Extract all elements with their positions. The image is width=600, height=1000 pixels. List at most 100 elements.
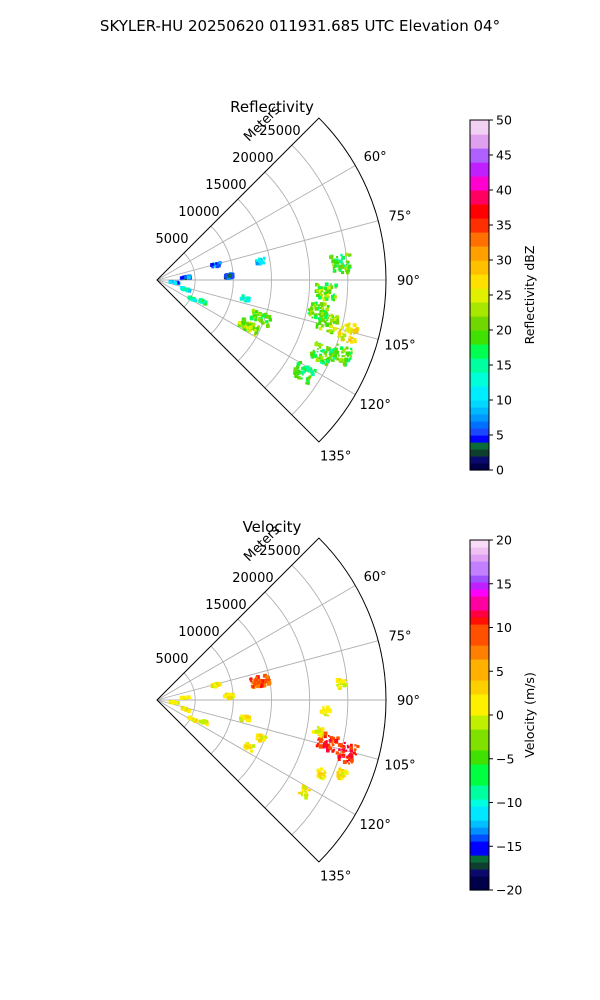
echo-gate: [335, 318, 339, 322]
echo-gate: [332, 266, 335, 270]
echo-gate: [169, 280, 173, 283]
echo-gate: [255, 327, 260, 331]
echo-gate: [319, 306, 322, 310]
echo-gate: [258, 678, 262, 683]
echo-gate: [344, 771, 349, 775]
echo-gate: [306, 379, 309, 383]
echo-gate: [320, 309, 325, 314]
echo-gate: [335, 264, 339, 268]
echo-gate: [319, 354, 323, 357]
echo-gate: [261, 679, 265, 682]
echo-gate: [322, 705, 325, 709]
echo-gate: [346, 358, 351, 363]
echo-gate: [322, 302, 327, 307]
echo-gate: [332, 269, 336, 272]
echo-gate: [353, 748, 357, 751]
echo-gate: [255, 259, 258, 261]
echo-gate: [242, 296, 246, 300]
echo-gate: [267, 681, 272, 685]
echo-cluster: [314, 282, 338, 302]
echo-gate: [263, 259, 266, 261]
echo-gate: [217, 683, 220, 686]
echo-gate: [256, 325, 261, 329]
echo-gate: [313, 354, 318, 359]
echo-gate: [345, 328, 349, 332]
echo-gate: [321, 738, 324, 742]
echo-gate: [245, 742, 248, 745]
echo-gate: [257, 733, 261, 737]
echo-gate: [215, 262, 218, 265]
echo-gate: [344, 266, 348, 271]
echo-gate: [321, 359, 325, 363]
echo-gate: [351, 758, 354, 761]
echo-gate: [265, 320, 269, 324]
echo-gate: [349, 746, 354, 750]
polar-frame: [156, 117, 387, 443]
echo-gate: [213, 265, 216, 268]
echo-gate: [321, 777, 325, 781]
echo-gate: [301, 788, 305, 792]
echo-gate: [238, 321, 242, 325]
colorbar-segment: [470, 582, 489, 590]
echo-gate: [257, 317, 261, 320]
colorbar-tick-label: 15: [496, 576, 512, 591]
echo-gate: [330, 316, 333, 318]
angular-gridline: [156, 699, 356, 815]
echo-gate: [298, 360, 303, 365]
colorbar-segment: [470, 659, 489, 667]
echo-gate: [331, 737, 334, 740]
echo-gate: [296, 371, 300, 375]
echo-gate: [324, 317, 326, 320]
colorbar-tick-label: 5: [496, 664, 504, 679]
echo-gate: [356, 744, 360, 749]
echo-gate: [318, 295, 322, 300]
colorbar-segment: [470, 225, 489, 233]
echo-gate: [349, 755, 354, 760]
colorbar-segment: [470, 414, 489, 422]
echo-gate: [304, 367, 308, 372]
echo-gate: [345, 759, 349, 763]
echo-gate: [325, 289, 328, 292]
echo-gate: [251, 310, 255, 314]
echo-gate: [184, 696, 188, 700]
figure-suptitle: SKYLER-HU 20250620 011931.685 UTC Elevat…: [100, 17, 500, 35]
echo-gate: [176, 281, 180, 285]
echo-gate: [169, 701, 172, 703]
echo-gate: [192, 717, 195, 719]
echo-gate: [255, 737, 259, 741]
echo-gate: [306, 382, 310, 385]
echo-gate: [322, 774, 327, 779]
echo-gate: [329, 255, 334, 260]
echo-cluster: [337, 322, 360, 344]
echo-gate: [302, 785, 307, 790]
echo-gate: [255, 682, 258, 685]
polar-panel-2: Velocity 60° 75° 90° 105° 120° 135° 5000 10000 15…: [155, 518, 537, 898]
colorbar-segment: [470, 155, 489, 163]
echo-gate: [323, 291, 327, 295]
echo-gate: [337, 758, 341, 761]
colorbar-segment: [470, 309, 489, 317]
echo-gate: [338, 334, 342, 338]
colorbar-segment: [470, 701, 489, 709]
echo-gate: [296, 373, 298, 376]
echo-gate: [310, 352, 314, 357]
echo-gate: [325, 746, 330, 751]
colorbar-tick-label: 15: [496, 358, 512, 373]
echo-gate: [344, 769, 348, 773]
echo-gate: [332, 264, 335, 267]
radial-tick-label: 15000: [205, 178, 246, 193]
echo-gate: [349, 340, 354, 344]
echo-gate: [346, 755, 349, 758]
echo-gate: [257, 681, 262, 685]
echo-gate: [258, 738, 263, 743]
echo-gate: [245, 299, 248, 302]
echo-gate: [309, 351, 313, 354]
colorbar-segment: [470, 715, 489, 723]
echo-gate: [347, 329, 352, 334]
echo-gate: [350, 350, 353, 353]
echo-gate: [324, 772, 327, 774]
echo-gate: [321, 772, 325, 776]
echo-gate: [218, 681, 221, 685]
colorbar-tick-label: 5: [496, 428, 504, 443]
